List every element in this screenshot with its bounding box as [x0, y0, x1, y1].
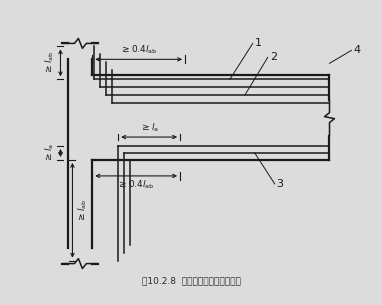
Text: 2: 2 [270, 52, 277, 62]
Text: $\geq$0.4$l_{\rm ab}$: $\geq$0.4$l_{\rm ab}$ [117, 179, 155, 192]
Text: $\geq$$l_{\rm ab}$: $\geq$$l_{\rm ab}$ [76, 199, 89, 222]
Text: $\geq$$l_{\rm ab}$: $\geq$$l_{\rm ab}$ [44, 51, 57, 74]
Text: $\geq$0.4$l_{\rm ab}$: $\geq$0.4$l_{\rm ab}$ [120, 44, 157, 56]
Text: 3: 3 [277, 179, 284, 189]
Text: $\geq$$l_{\rm a}$: $\geq$$l_{\rm a}$ [44, 144, 57, 163]
Text: 1: 1 [255, 38, 262, 48]
Text: 4: 4 [353, 45, 361, 56]
Text: $\geq$$l_{\rm a}$: $\geq$$l_{\rm a}$ [140, 122, 159, 134]
Text: 图10.2.8  框支梁主筋和腰筋的锶固: 图10.2.8 框支梁主筋和腰筋的锶固 [142, 277, 240, 285]
